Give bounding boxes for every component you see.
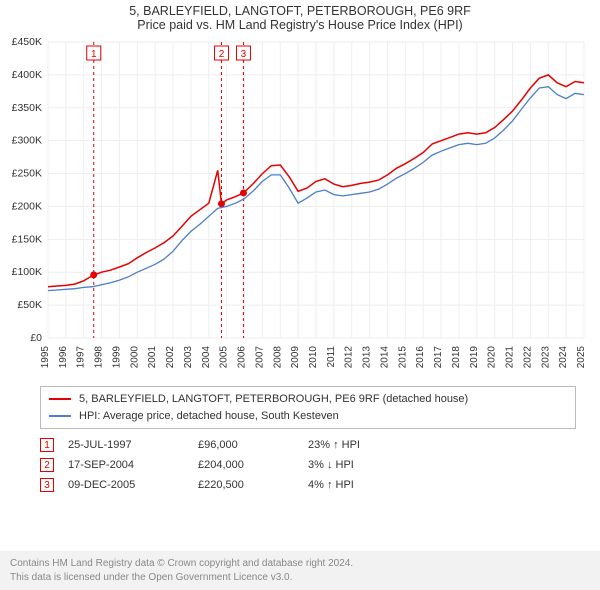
title-block: 5, BARLEYFIELD, LANGTOFT, PETERBOROUGH, … (0, 0, 600, 32)
event-price: £204,000 (198, 459, 308, 471)
table-row: 2 17-SEP-2004 £204,000 3% ↓ HPI (40, 455, 576, 475)
svg-text:2014: 2014 (379, 346, 390, 369)
svg-text:2016: 2016 (415, 346, 426, 369)
svg-text:£400K: £400K (12, 69, 42, 81)
svg-text:2: 2 (219, 49, 225, 60)
svg-text:£300K: £300K (12, 135, 42, 147)
svg-text:1996: 1996 (58, 346, 69, 369)
svg-text:1997: 1997 (76, 346, 87, 369)
svg-text:£150K: £150K (12, 233, 42, 245)
legend-label-price: 5, BARLEYFIELD, LANGTOFT, PETERBOROUGH, … (79, 391, 468, 408)
footer-line-1: Contains HM Land Registry data © Crown c… (10, 557, 590, 571)
svg-text:£0: £0 (30, 332, 42, 344)
svg-text:1995: 1995 (40, 346, 51, 369)
svg-text:2011: 2011 (326, 346, 337, 368)
legend-swatch-hpi (49, 415, 71, 417)
legend-row-hpi: HPI: Average price, detached house, Sout… (49, 408, 567, 425)
title-line-2: Price paid vs. HM Land Registry's House … (0, 18, 600, 32)
event-date: 09-DEC-2005 (68, 479, 198, 491)
event-date: 17-SEP-2004 (68, 459, 198, 471)
svg-text:£50K: £50K (17, 299, 42, 311)
legend: 5, BARLEYFIELD, LANGTOFT, PETERBOROUGH, … (40, 386, 576, 429)
event-price: £96,000 (198, 439, 308, 451)
svg-text:1: 1 (91, 49, 97, 60)
event-marker-2: 2 (40, 458, 54, 472)
legend-label-hpi: HPI: Average price, detached house, Sout… (79, 408, 339, 425)
svg-text:2006: 2006 (237, 346, 248, 369)
svg-text:£450K: £450K (12, 36, 42, 48)
table-row: 1 25-JUL-1997 £96,000 23% ↑ HPI (40, 435, 576, 455)
event-delta: 3% ↓ HPI (308, 459, 428, 471)
svg-text:2017: 2017 (433, 346, 444, 369)
price-chart: £0 £50K £100K £150K £200K £250K £300K £350K £400… (0, 32, 600, 382)
svg-text:£250K: £250K (12, 168, 42, 180)
legend-swatch-price (49, 398, 71, 400)
svg-text:2012: 2012 (344, 346, 355, 369)
event-date: 25-JUL-1997 (68, 439, 198, 451)
svg-text:2009: 2009 (290, 346, 301, 369)
svg-text:2018: 2018 (451, 346, 462, 369)
footer-attribution: Contains HM Land Registry data © Crown c… (0, 551, 600, 590)
svg-text:2019: 2019 (469, 346, 480, 369)
svg-text:2025: 2025 (576, 346, 587, 369)
svg-text:2020: 2020 (487, 346, 498, 369)
svg-text:2010: 2010 (308, 346, 319, 369)
svg-text:1999: 1999 (111, 346, 122, 369)
svg-text:2007: 2007 (254, 346, 265, 369)
svg-text:2005: 2005 (219, 346, 230, 369)
svg-text:1998: 1998 (94, 346, 105, 369)
svg-text:2008: 2008 (272, 346, 283, 369)
svg-text:2001: 2001 (147, 346, 158, 369)
svg-text:2003: 2003 (183, 346, 194, 369)
svg-text:2002: 2002 (165, 346, 176, 369)
title-line-1: 5, BARLEYFIELD, LANGTOFT, PETERBOROUGH, … (0, 4, 600, 18)
events-table: 1 25-JUL-1997 £96,000 23% ↑ HPI 2 17-SEP… (40, 435, 576, 495)
svg-text:2015: 2015 (397, 346, 408, 369)
svg-text:£200K: £200K (12, 200, 42, 212)
footer-line-2: This data is licensed under the Open Gov… (10, 571, 590, 585)
legend-row-price: 5, BARLEYFIELD, LANGTOFT, PETERBOROUGH, … (49, 391, 567, 408)
event-price: £220,500 (198, 479, 308, 491)
svg-text:£350K: £350K (12, 102, 42, 114)
svg-text:2024: 2024 (558, 346, 569, 369)
svg-text:2013: 2013 (362, 346, 373, 369)
svg-text:2022: 2022 (522, 346, 533, 369)
svg-text:2004: 2004 (201, 346, 212, 369)
event-delta: 4% ↑ HPI (308, 479, 428, 491)
event-marker-1: 1 (40, 438, 54, 452)
svg-text:£100K: £100K (12, 266, 42, 278)
svg-text:2021: 2021 (505, 346, 516, 369)
svg-text:2000: 2000 (129, 346, 140, 369)
event-delta: 23% ↑ HPI (308, 439, 428, 451)
event-marker-3: 3 (40, 478, 54, 492)
svg-text:3: 3 (241, 49, 247, 60)
chart-container: 5, BARLEYFIELD, LANGTOFT, PETERBOROUGH, … (0, 0, 600, 590)
svg-text:2023: 2023 (540, 346, 551, 369)
table-row: 3 09-DEC-2005 £220,500 4% ↑ HPI (40, 475, 576, 495)
